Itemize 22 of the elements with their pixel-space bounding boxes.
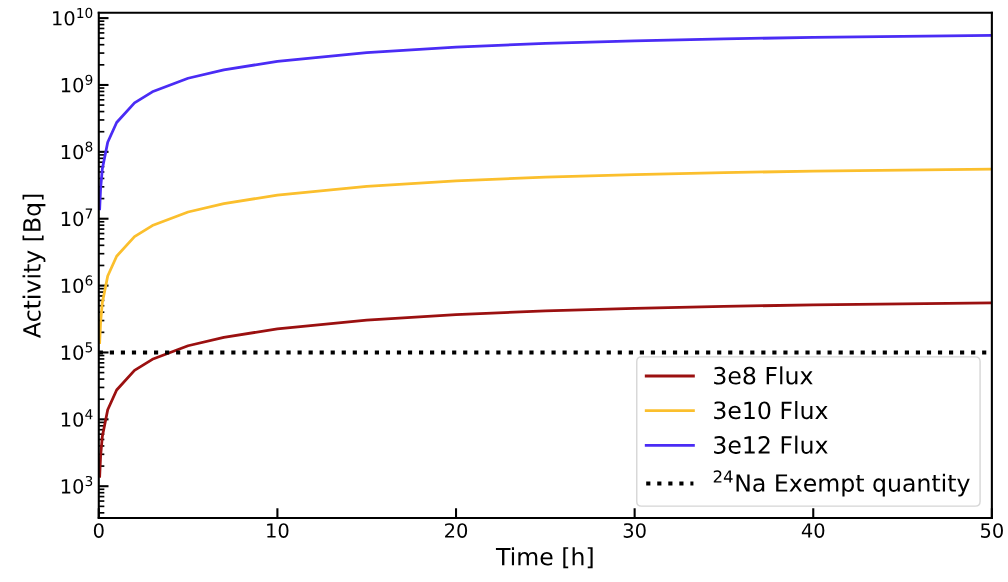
x-tick-label: 50 [981, 523, 1003, 538]
legend-label: 3e10 Flux [714, 400, 828, 420]
y-tick-label: 10$^{10}$ [53, 7, 93, 26]
x-tick-label: 30 [623, 523, 646, 538]
y-tick-label: 10$^{5}$ [61, 342, 93, 360]
legend-label: 3e12 Flux [714, 435, 828, 454]
y-tick-label: 10$^{3}$ [61, 475, 93, 494]
legend-label: 3e8 Flux [714, 366, 813, 385]
x-tick-label: 20 [445, 523, 468, 538]
line-series [98, 34, 992, 211]
x-tick-label: 0 [93, 523, 104, 538]
line-series [98, 167, 992, 344]
y-axis-title: Activity [Bq] [22, 194, 46, 338]
y-tick-label: 10$^{9}$ [61, 74, 93, 93]
y-tick-label: 10$^{6}$ [61, 275, 93, 294]
x-tick-label: 10 [267, 523, 289, 538]
legend-label: $^{24}$Na Exempt quantity [713, 470, 970, 497]
x-axis-title: Time [h] [495, 547, 593, 569]
y-tick-label: 10$^{4}$ [61, 409, 93, 427]
x-tick-label: 40 [801, 523, 825, 538]
y-tick-label: 10$^{7}$ [61, 208, 93, 227]
y-tick-label: 10$^{8}$ [61, 141, 93, 160]
